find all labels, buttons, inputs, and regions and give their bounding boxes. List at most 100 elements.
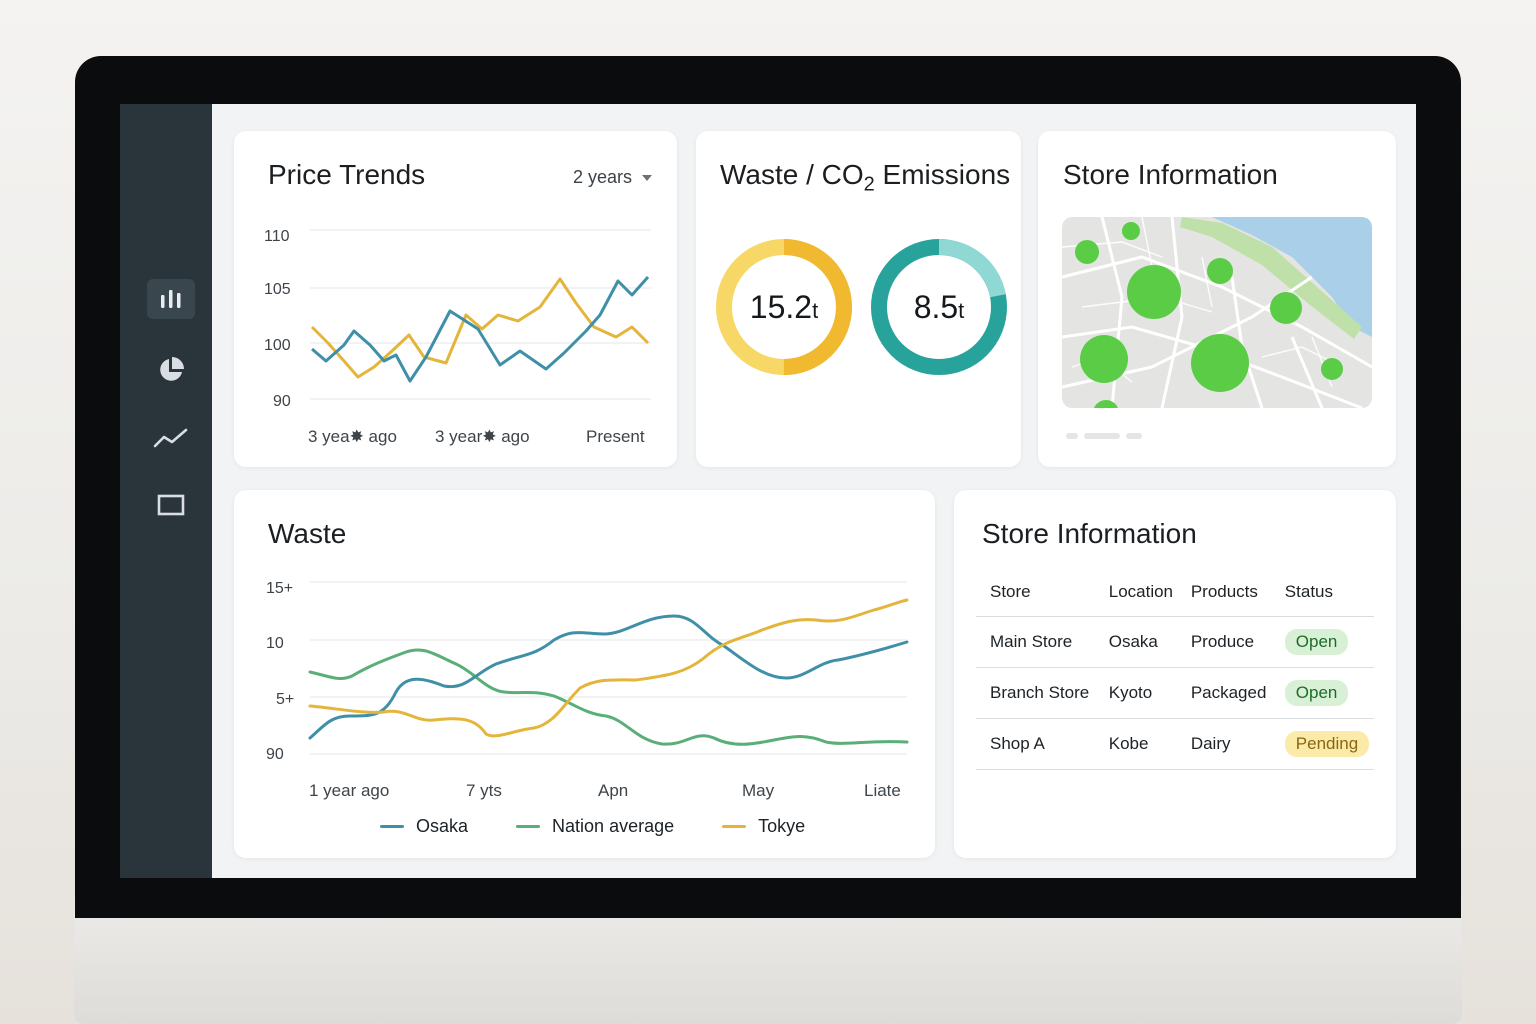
donut-co2-value: 8.5t	[914, 289, 965, 325]
x-label-present: Present	[586, 427, 645, 446]
emissions-title-sub: 2	[863, 173, 875, 196]
status-badge: Open	[1284, 628, 1349, 655]
emissions-title-prefix: Waste / CO	[720, 159, 864, 190]
legend-item-nation-average[interactable]: Nation average	[516, 816, 674, 837]
waste-card: Waste 15+ 10 5+ 90 1 year ago 7 yts Apn …	[234, 490, 935, 858]
map-water	[1212, 217, 1372, 337]
waste-series-tokye	[308, 598, 909, 738]
store-table: Store Location Products Status Main Stor…	[976, 568, 1374, 770]
status-badge: Open	[1284, 679, 1349, 706]
y-tick-10: 10	[266, 635, 284, 652]
nav-pie-chart[interactable]	[147, 350, 195, 390]
cell-products: Produce	[1176, 616, 1271, 668]
table-row[interactable]: Branch Store Kyoto Packaged Open	[976, 667, 1374, 719]
x-label-apn: Apn	[598, 781, 628, 800]
table-row[interactable]: Main Store Osaka Produce Open	[976, 616, 1374, 668]
column-header-store[interactable]: Store	[976, 568, 1095, 617]
store-marker[interactable]	[1270, 292, 1302, 324]
sidebar	[120, 104, 212, 878]
dashboard-screen: Price Trends 2 years 110 105 100 90 3 ye…	[120, 104, 1416, 878]
cell-store: Main Store	[976, 616, 1095, 668]
x-label-start: 3 yea✸ ago	[308, 427, 397, 446]
bar-chart-icon	[161, 290, 181, 308]
store-marker[interactable]	[1207, 258, 1233, 284]
map-park	[1180, 217, 1362, 339]
donut-co2-arc	[871, 239, 1007, 375]
pie-chart-icon	[160, 357, 184, 381]
store-map[interactable]	[1062, 217, 1372, 408]
store-marker[interactable]	[1122, 222, 1140, 240]
donut-waste: 15.2t	[716, 239, 852, 375]
cell-products: Packaged	[1176, 667, 1271, 719]
cell-location: Osaka	[1094, 616, 1177, 668]
store-table-title: Store Information	[982, 518, 1197, 549]
price-trends-title: Price Trends	[268, 159, 426, 190]
x-label-7-yts: 7 yts	[466, 781, 502, 800]
price-series-blue	[311, 276, 650, 383]
x-label-middle: 3 year✸ ago	[435, 427, 530, 446]
monitor-stand	[74, 900, 1462, 1024]
store-table-card: Store Information Store Location Product…	[954, 490, 1396, 858]
legend-label-nation-average: Nation average	[552, 816, 675, 836]
nav-window[interactable]	[147, 485, 195, 525]
store-marker[interactable]	[1127, 265, 1181, 319]
store-marker[interactable]	[1191, 334, 1249, 392]
x-label-1-year-ago: 1 year ago	[309, 781, 389, 800]
column-header-products[interactable]: Products	[1176, 568, 1271, 617]
cell-location: Kobe	[1094, 718, 1177, 770]
table-header-row: Store Location Products Status	[976, 568, 1374, 617]
cell-status: Open	[1270, 667, 1374, 719]
emissions-card: Waste / CO2 Emissions 15.2t 8.5t	[696, 131, 1021, 467]
legend-swatch-osaka	[380, 825, 404, 828]
range-dropdown-label: 2 years	[573, 167, 633, 187]
waste-legend: Osaka Nation average Tokye	[380, 816, 805, 837]
store-marker[interactable]	[1075, 240, 1099, 264]
column-header-status[interactable]: Status	[1270, 568, 1374, 617]
nav-line-chart[interactable]	[147, 418, 195, 458]
legend-swatch-tokye	[722, 825, 747, 828]
map-caption-placeholder	[1066, 433, 1142, 439]
column-header-location[interactable]: Location	[1094, 568, 1177, 617]
legend-label-tokye: Tokye	[758, 816, 806, 836]
legend-swatch-nation-average	[516, 825, 541, 828]
price-trends-chart: 110 105 100 90 3 yea✸ ago 3 year✸ ago Pr…	[264, 228, 651, 446]
legend-label-osaka: Osaka	[416, 816, 469, 836]
y-tick-15: 15+	[266, 580, 293, 597]
store-markers	[1075, 222, 1343, 408]
y-tick-90: 90	[266, 746, 284, 763]
store-marker[interactable]	[1080, 335, 1128, 383]
chevron-down-icon	[642, 174, 653, 181]
store-map-title: Store Information	[1063, 159, 1278, 190]
y-tick-105: 105	[264, 281, 291, 298]
store-marker[interactable]	[1093, 400, 1119, 408]
emissions-title-suffix: Emissions	[874, 159, 1011, 190]
emissions-title: Waste / CO2 Emissions	[720, 159, 1010, 197]
legend-item-osaka[interactable]: Osaka	[380, 816, 468, 837]
range-dropdown[interactable]: 2 years	[573, 167, 653, 188]
table-row[interactable]: Shop A Kobe Dairy Pending	[976, 718, 1374, 770]
store-map-card: Store Information	[1038, 131, 1396, 467]
cell-store: Branch Store	[976, 667, 1095, 719]
y-tick-110: 110	[264, 228, 290, 245]
donut-waste-value: 15.2t	[750, 289, 818, 325]
cell-products: Dairy	[1176, 718, 1271, 770]
cell-status: Open	[1270, 616, 1374, 668]
donut-co2: 8.5t	[871, 239, 1007, 375]
legend-item-tokye[interactable]: Tokye	[722, 816, 805, 837]
nav-bar-chart[interactable]	[147, 279, 195, 319]
x-label-may: May	[742, 781, 775, 800]
y-tick-5: 5+	[276, 691, 294, 708]
window-icon	[157, 494, 185, 516]
cell-store: Shop A	[976, 718, 1095, 770]
x-label-liate: Liate	[864, 781, 901, 800]
y-tick-90: 90	[273, 393, 291, 410]
waste-chart: 15+ 10 5+ 90 1 year ago 7 yts Apn May Li…	[266, 580, 909, 800]
store-marker[interactable]	[1321, 358, 1343, 380]
emissions-donuts: 15.2t 8.5t	[716, 239, 1007, 375]
cell-status: Pending	[1270, 718, 1374, 770]
waste-series-osaka	[308, 614, 909, 740]
line-chart-icon	[153, 428, 188, 448]
price-series-yellow	[310, 277, 650, 379]
waste-title: Waste	[268, 518, 347, 549]
waste-series-nation-average	[308, 648, 909, 746]
